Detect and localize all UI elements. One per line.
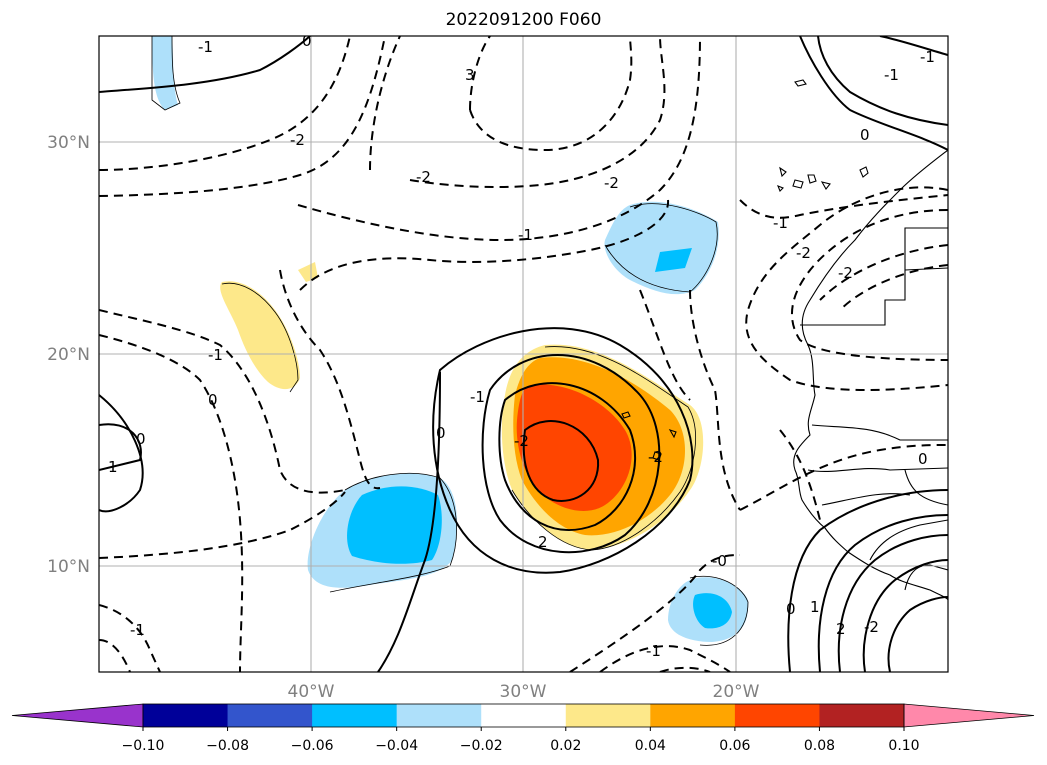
lon-label-30w: 30°W [500, 682, 547, 702]
colorbar-tick-label: −0.06 [291, 738, 334, 754]
shading-outlines [151, 36, 749, 646]
positive-anomaly-high [516, 384, 632, 511]
lon-label-40w: 40°W [288, 682, 335, 702]
contours-solid [99, 36, 948, 672]
colorbar-tick-label: −0.04 [375, 738, 418, 754]
positive-anomaly-west [220, 281, 300, 390]
colorbar-tick-label: −0.02 [460, 738, 503, 754]
contour-label: -1 [198, 38, 213, 56]
contour-label: -1 [208, 346, 223, 364]
lon-labels: 40°W 30°W 20°W [288, 682, 760, 702]
gridlines [99, 36, 948, 672]
colorbar-segment [143, 704, 229, 727]
contour-label: -1 [773, 214, 788, 232]
shading-layer [152, 36, 749, 642]
contour-label: 0 [302, 32, 312, 50]
negative-anomaly-ne [604, 201, 719, 295]
contour-0-center [432, 327, 694, 574]
lat-label-30n: 30°N [47, 133, 90, 153]
coastline-africa [793, 149, 948, 601]
lon-label-20w: 20°W [713, 682, 760, 702]
contour-label: -0 [712, 552, 727, 570]
contour-label: 2 [836, 620, 846, 638]
contour-label: 0 [208, 391, 218, 409]
contour-label: 0 [860, 126, 870, 144]
contour-label: -1 [920, 48, 935, 66]
colorbar-segment [396, 704, 482, 727]
colorbar-extend-high [903, 703, 1035, 728]
contour-label: -2 [648, 448, 663, 466]
colorbar-ticks: −0.10 −0.08 −0.06 −0.04 −0.02 0.02 0.04 0.06 0.0… [122, 727, 920, 754]
contour-label: -2 [514, 432, 529, 450]
colorbar-segment [481, 704, 567, 727]
lat-labels: 30°N 20°N 10°N [47, 133, 90, 577]
contour-label: -1 [518, 226, 533, 244]
colorbar-segment [565, 704, 651, 727]
contour-label: 2 [538, 533, 548, 551]
map-panel: -1 0 3 -2 -2 -1 -1 -2 -2 -1 0 -1 -1 0 -2… [99, 32, 948, 672]
colorbar-extend-low [11, 703, 144, 728]
contour-label: 1 [108, 458, 118, 476]
contour-label: 0 [436, 424, 446, 442]
contour-label: -1 [646, 642, 661, 660]
colorbar [11, 703, 1035, 728]
lat-label-20n: 20°N [47, 345, 90, 365]
colorbar-tick-label: 0.10 [888, 738, 919, 754]
contour-0-west [99, 394, 144, 513]
contour-0-se1 [787, 489, 948, 672]
contour-label: 1 [810, 598, 820, 616]
contour-0-east [799, 36, 948, 151]
colorbar-tick-label: −0.10 [122, 738, 165, 754]
contour-3-center [522, 420, 600, 502]
contour-2-center [498, 382, 636, 531]
colorbar-tick-label: 0.08 [804, 738, 835, 754]
contour-label: -2 [290, 131, 305, 149]
colorbar-border [142, 703, 905, 728]
colorbar-segment [227, 704, 313, 727]
lat-label-10n: 10°N [47, 557, 90, 577]
colorbar-segment [312, 704, 398, 727]
contour-label: -1 [470, 388, 485, 406]
contour-label: -2 [864, 618, 879, 636]
contour-label: -2 [796, 244, 811, 262]
contour-label: 0 [786, 600, 796, 618]
colorbar-tick-label: 0.06 [719, 738, 750, 754]
contour-0-sw [377, 371, 441, 672]
contours-dashed [99, 36, 948, 672]
map-frame [98, 35, 949, 673]
contour-label: -2 [838, 264, 853, 282]
map-title: 2022091200 F060 [445, 10, 602, 30]
colorbar-segment [734, 704, 820, 727]
colorbar-segment [819, 704, 905, 727]
colorbar-tick-label: 0.02 [550, 738, 581, 754]
contour-label: 0 [918, 450, 928, 468]
contour-label: -1 [130, 621, 145, 639]
contour-label: 3 [465, 66, 475, 84]
colorbar-segment [650, 704, 736, 727]
contour-labels: -1 0 3 -2 -2 -1 -1 -2 -2 -1 0 -1 -1 0 -2… [108, 32, 935, 660]
contour-1-center [481, 354, 661, 554]
contour-0-topleft [99, 36, 311, 93]
colorbar-tick-label: 0.04 [635, 738, 666, 754]
contour-label: 0 [136, 430, 146, 448]
contour-label: -2 [416, 168, 431, 186]
colorbar-tick-label: −0.08 [206, 738, 249, 754]
contour-label: -1 [884, 66, 899, 84]
negative-anomaly-sw-mid [347, 486, 442, 564]
border-wsahara [800, 227, 948, 326]
contour-label: -2 [604, 174, 619, 192]
